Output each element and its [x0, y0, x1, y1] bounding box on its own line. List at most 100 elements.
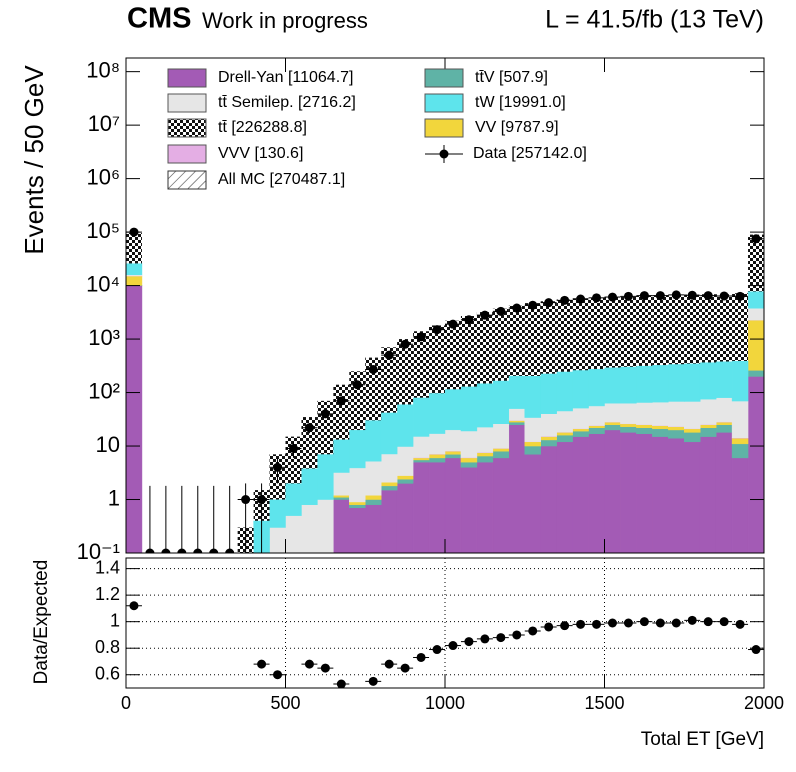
data-point	[480, 310, 490, 320]
stack-segment	[620, 432, 637, 553]
data-point	[320, 409, 330, 419]
stack-segment	[699, 436, 717, 553]
stack-segment	[492, 308, 509, 381]
stack-segment	[524, 417, 541, 442]
data-point	[671, 290, 681, 300]
stack-segment	[476, 312, 493, 384]
ratio-point	[416, 652, 426, 662]
stack-segment	[333, 495, 350, 498]
legend-label: VVV [130.6]	[218, 145, 303, 162]
data-point	[193, 548, 203, 553]
stack-segment	[524, 441, 541, 447]
stack-segment	[508, 424, 525, 553]
ratio-point	[544, 622, 554, 632]
stack-segment	[700, 294, 717, 363]
stack-segment	[684, 441, 701, 553]
stack-segment	[492, 380, 510, 425]
ratio-point	[512, 630, 522, 640]
stack-segment	[317, 400, 334, 455]
legend-label: Data [257142.0]	[473, 145, 587, 162]
stack-segment	[684, 363, 701, 402]
ratio-point	[639, 617, 649, 627]
x-tick-label: 1000	[425, 693, 465, 713]
stack-segment	[636, 365, 653, 403]
stack-segment	[604, 424, 621, 431]
stack-segment	[684, 294, 701, 364]
stack-segment	[715, 432, 733, 553]
data-point	[241, 495, 251, 505]
stack-segment	[476, 426, 494, 453]
stack-segment	[445, 320, 461, 390]
ratio-point	[719, 617, 729, 627]
stack-segment	[556, 434, 573, 443]
stack-segment	[715, 424, 733, 433]
y-tick-label: 10³	[88, 325, 120, 350]
stack-segment	[349, 467, 366, 503]
stack-segment	[556, 432, 573, 436]
ratio-point	[432, 645, 442, 655]
stack-segment	[492, 448, 510, 452]
y-tick-label: 10⁵	[86, 218, 120, 243]
y-tick-label: 10²	[88, 378, 120, 403]
legend-label: tt̄V [507.9]	[475, 69, 548, 86]
stack-segment	[412, 436, 430, 458]
stack-segment	[476, 452, 494, 457]
stack-segment	[636, 424, 653, 428]
ratio-point	[257, 659, 267, 669]
stack-segment	[429, 325, 445, 394]
stack-segment	[652, 425, 669, 430]
stack-segment	[126, 275, 143, 286]
stack-segment	[715, 361, 733, 398]
stack-segment	[428, 461, 446, 553]
data-point	[432, 325, 442, 335]
stack-segment	[524, 375, 541, 418]
stack-segment	[731, 457, 749, 553]
stack-segment	[381, 347, 398, 413]
stack-segment	[588, 368, 605, 407]
stack-segment	[444, 450, 462, 455]
data-point	[576, 294, 586, 304]
stack-segment	[540, 301, 557, 374]
stack-segment	[732, 293, 749, 361]
data-point	[496, 306, 506, 316]
stack-segment	[604, 429, 621, 553]
y-axis-title: Events / 50 GeV	[19, 65, 49, 255]
stack-segment	[492, 457, 510, 553]
stack-segment	[349, 429, 366, 469]
legend-label: tt̄ [226288.8]	[218, 119, 307, 136]
stack-segment	[365, 504, 382, 553]
ratio-point	[735, 619, 745, 629]
stack-segment	[748, 234, 764, 292]
stack-segment	[460, 461, 478, 468]
legend-swatch	[424, 118, 464, 138]
stack-segment	[668, 401, 685, 427]
x-tick-label: 500	[270, 693, 300, 713]
ratio-y-axis-title: Data/Expected	[31, 560, 52, 685]
stack-segment	[301, 468, 318, 505]
stack-segment	[636, 295, 653, 366]
stack-segment	[604, 402, 621, 423]
ratio-point	[320, 663, 330, 673]
ratio-point	[480, 634, 490, 644]
stack-segment	[285, 515, 302, 553]
data-point	[703, 291, 713, 301]
ratio-point	[623, 618, 633, 628]
ratio-point	[448, 641, 458, 651]
data-point	[257, 495, 267, 505]
stack-segment	[652, 364, 669, 403]
stack-segment	[396, 483, 414, 553]
ratio-point	[464, 637, 474, 647]
stack-segment	[699, 424, 717, 428]
stack-segment	[652, 428, 669, 437]
status-label: Work in progress	[202, 8, 368, 33]
stack-segment	[620, 402, 637, 424]
x-tick-label: 2000	[744, 693, 784, 713]
ratio-point	[304, 659, 314, 669]
legend-label: Drell-Yan [11064.7]	[218, 69, 353, 86]
stack-segment	[540, 373, 557, 414]
legend-swatch	[167, 144, 207, 164]
stack-segment	[396, 404, 414, 447]
stack-segment	[668, 437, 685, 553]
stack-segment	[699, 362, 717, 400]
